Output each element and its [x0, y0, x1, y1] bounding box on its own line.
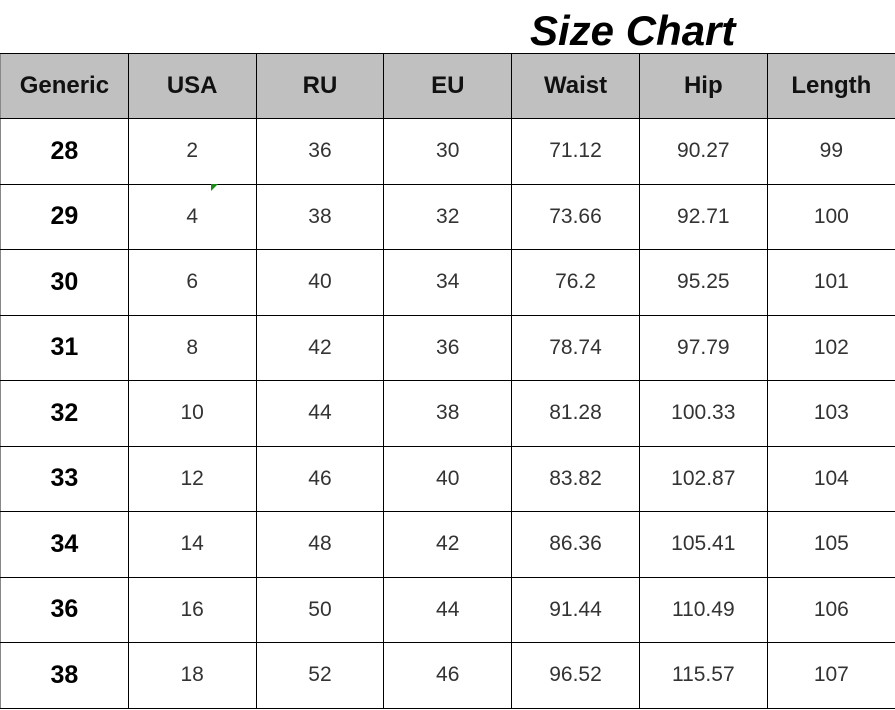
cell-generic: 32 [0, 380, 129, 447]
column-header-ru: RU [255, 53, 385, 119]
cell-waist: 91.44 [511, 576, 640, 643]
cell-eu: 42 [383, 511, 513, 578]
cell-waist: 96.52 [511, 642, 640, 709]
cell-length: 104 [766, 445, 895, 512]
cell-eu: 32 [383, 183, 513, 250]
cell-usa: 10 [127, 380, 257, 447]
cell-generic: 31 [0, 314, 129, 381]
cell-waist: 73.66 [511, 183, 640, 250]
cell-length: 105 [766, 511, 895, 578]
cell-hip: 97.79 [638, 314, 768, 381]
cell-eu: 36 [383, 314, 513, 381]
column-header-usa: USA [127, 53, 257, 119]
cell-length: 101 [766, 249, 895, 316]
cell-usa: 16 [127, 576, 257, 643]
cell-waist: 83.82 [511, 445, 640, 512]
table-row: 36 16 50 44 91.44 110.49 106 [0, 576, 895, 643]
cell-generic: 33 [0, 445, 129, 512]
cell-usa: 6 [127, 249, 257, 316]
cell-generic: 38 [0, 642, 129, 709]
cell-hip: 100.33 [638, 380, 768, 447]
cell-ru: 48 [255, 511, 385, 578]
cell-eu: 40 [383, 445, 513, 512]
cell-hip: 95.25 [638, 249, 768, 316]
cell-hip: 102.87 [638, 445, 768, 512]
cell-waist: 81.28 [511, 380, 640, 447]
cell-length: 107 [766, 642, 895, 709]
cell-ru: 36 [255, 118, 385, 185]
cell-waist: 71.12 [511, 118, 640, 185]
column-header-generic: Generic [0, 53, 129, 119]
cell-hip: 110.49 [638, 576, 768, 643]
table-row: 32 10 44 38 81.28 100.33 103 [0, 380, 895, 447]
cell-generic: 29 [0, 183, 129, 250]
header-row: Generic USA RU EU Waist Hip Length [0, 53, 895, 119]
cell-usa: 2 [127, 118, 257, 185]
cell-length: 102 [766, 314, 895, 381]
table-row: 31 8 42 36 78.74 97.79 102 [0, 314, 895, 381]
cell-waist: 78.74 [511, 314, 640, 381]
cell-hip: 92.71 [638, 183, 768, 250]
cell-generic: 34 [0, 511, 129, 578]
cell-eu: 44 [383, 576, 513, 643]
cell-length: 103 [766, 380, 895, 447]
cell-length: 106 [766, 576, 895, 643]
cell-ru: 40 [255, 249, 385, 316]
cell-eu: 34 [383, 249, 513, 316]
column-header-length: Length [766, 53, 895, 119]
cell-usa: 4 [127, 183, 257, 250]
cell-ru: 38 [255, 183, 385, 250]
table-row: 34 14 48 42 86.36 105.41 105 [0, 511, 895, 578]
table-row: 29 4 38 32 73.66 92.71 100 [0, 183, 895, 250]
table-row: 33 12 46 40 83.82 102.87 104 [0, 445, 895, 512]
cell-hip: 105.41 [638, 511, 768, 578]
cell-comment-marker [211, 184, 218, 191]
cell-ru: 50 [255, 576, 385, 643]
cell-usa: 8 [127, 314, 257, 381]
cell-generic: 30 [0, 249, 129, 316]
column-header-waist: Waist [511, 53, 640, 119]
cell-length: 100 [766, 183, 895, 250]
cell-waist: 76.2 [511, 249, 640, 316]
cell-eu: 46 [383, 642, 513, 709]
cell-hip: 90.27 [638, 118, 768, 185]
cell-generic: 28 [0, 118, 129, 185]
column-header-hip: Hip [638, 53, 768, 119]
cell-generic: 36 [0, 576, 129, 643]
cell-usa: 12 [127, 445, 257, 512]
size-chart-table: Generic USA RU EU Waist Hip Length 28 2 36 30 71.1… [0, 53, 895, 709]
cell-usa: 18 [127, 642, 257, 709]
table-row: 38 18 52 46 96.52 115.57 107 [0, 642, 895, 709]
table-row: 30 6 40 34 76.2 95.25 101 [0, 249, 895, 316]
cell-waist: 86.36 [511, 511, 640, 578]
cell-ru: 46 [255, 445, 385, 512]
column-header-eu: EU [383, 53, 513, 119]
page-title: Size Chart [530, 7, 736, 54]
cell-eu: 38 [383, 380, 513, 447]
cell-hip: 115.57 [638, 642, 768, 709]
cell-usa: 14 [127, 511, 257, 578]
cell-ru: 42 [255, 314, 385, 381]
cell-ru: 52 [255, 642, 385, 709]
cell-eu: 30 [383, 118, 513, 185]
table-row: 28 2 36 30 71.12 90.27 99 [0, 118, 895, 185]
cell-ru: 44 [255, 380, 385, 447]
cell-length: 99 [766, 118, 895, 185]
